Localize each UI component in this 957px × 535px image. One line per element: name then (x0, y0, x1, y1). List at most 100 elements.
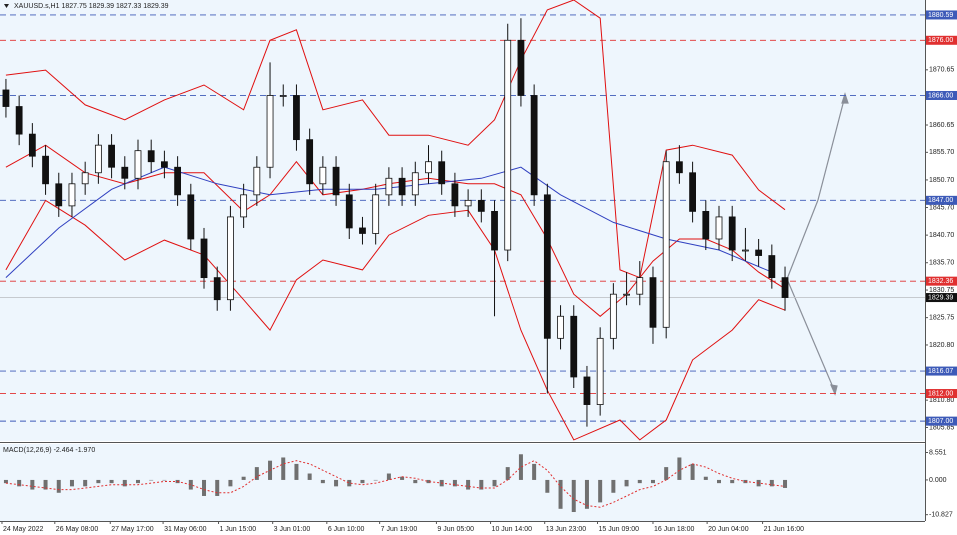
candle-body (477, 199, 485, 212)
x-tick-label: 27 May 17:00 (111, 526, 154, 533)
level-label: 1847.00 (928, 197, 953, 204)
y-tick-label: 1820.80 (929, 342, 954, 349)
current-price-box (926, 293, 957, 303)
macd-bar (83, 479, 88, 487)
macd-bar (479, 479, 484, 490)
candle-body (108, 144, 115, 168)
macd-tick-label: 8.551 (929, 449, 947, 456)
level-label: 1812.00 (928, 390, 953, 397)
y-tick-label: 1840.70 (929, 232, 954, 239)
level-label-box (926, 366, 957, 376)
level-label-box (926, 389, 957, 399)
candle-body (596, 337, 604, 405)
macd-bar (3, 479, 8, 484)
candle-body (147, 150, 155, 163)
macd-bar (281, 457, 286, 480)
macd-bar (400, 476, 405, 480)
macd-tick-label: -10.827 (929, 512, 953, 519)
level-label: 1866.00 (928, 92, 953, 99)
candle-body (411, 172, 419, 196)
macd-signal (5, 460, 786, 508)
candle-body (266, 95, 274, 168)
macd-bar (598, 479, 603, 503)
candle-body (385, 177, 393, 196)
x-tick-label: 10 Jun 14:00 (492, 526, 533, 533)
x-tick-label: 6 Jun 10:00 (328, 526, 365, 533)
candle-body (702, 210, 710, 240)
candle-body (81, 172, 89, 185)
level-label-box (926, 416, 957, 426)
level-label: 1807.00 (928, 418, 953, 425)
macd-bar (558, 479, 563, 509)
candle-body (636, 277, 644, 295)
macd-bar (228, 479, 233, 487)
candle-body (200, 238, 208, 279)
candle-body (543, 194, 551, 339)
candle-body (2, 89, 10, 107)
candle-body (675, 161, 683, 174)
macd-bar (492, 479, 497, 487)
level-label-box (926, 35, 957, 45)
arrow-segment (786, 199, 819, 280)
macd-bar (188, 479, 193, 490)
level-label-box (926, 10, 957, 20)
candle-body (161, 161, 168, 168)
macd-bar (122, 479, 127, 487)
macd-bar (677, 457, 682, 480)
candle-body (227, 216, 234, 301)
x-tick-label: 31 May 06:00 (164, 526, 207, 533)
macd-bar (17, 479, 22, 487)
macd-bar (347, 479, 352, 487)
indicator-line (5, 144, 786, 317)
macd-bar (30, 479, 35, 490)
candle-body (42, 155, 49, 185)
macd-bar (783, 479, 788, 488)
x-tick-label: 9 Jun 05:00 (437, 526, 474, 533)
macd-bar (518, 454, 523, 480)
level-label: 1816.07 (928, 368, 953, 375)
macd-bar (769, 479, 774, 487)
candle-body (781, 277, 789, 298)
macd-bar (611, 479, 616, 493)
indicator-line (5, 0, 786, 279)
candle-body (359, 227, 366, 234)
candle-body (755, 249, 763, 256)
macd-bar (202, 479, 207, 496)
macd-bar (215, 479, 220, 496)
macd-bar (96, 479, 101, 484)
current-price-label: 1829.39 (928, 294, 953, 301)
title-marker (4, 4, 9, 8)
candle-body (306, 139, 314, 185)
level-label: 1832.36 (928, 278, 953, 285)
macd-bar (624, 479, 629, 487)
candle-body (689, 172, 696, 212)
arrow-segment (817, 95, 846, 201)
x-tick-label: 7 Jun 19:00 (381, 526, 418, 533)
y-tick-label: 1805.85 (929, 424, 954, 431)
candle-body (253, 166, 261, 196)
candle-body (425, 161, 432, 174)
arrow-head (841, 92, 849, 104)
candle-body (68, 183, 76, 207)
candle-body (121, 166, 129, 179)
candle-body (570, 315, 578, 378)
macd-bar (505, 467, 510, 480)
candle-body (28, 133, 36, 157)
level-label-box (926, 195, 957, 205)
level-label: 1880.59 (928, 12, 953, 19)
y-tick-label: 1810.80 (929, 397, 954, 404)
macd-bar (162, 479, 167, 481)
macd-bar (571, 479, 576, 513)
x-tick-label: 15 Jun 09:00 (599, 526, 640, 533)
candle-body (609, 293, 617, 339)
candle-body (768, 255, 776, 279)
candle-body (715, 216, 723, 240)
macd-bar (320, 479, 325, 484)
macd-tick-label: 0.000 (929, 477, 947, 484)
candle-body (332, 166, 340, 196)
macd-bar (584, 479, 589, 509)
x-tick-label: 3 Jun 01:00 (274, 526, 311, 533)
macd-bar (254, 467, 259, 480)
macd-bar (650, 479, 655, 484)
